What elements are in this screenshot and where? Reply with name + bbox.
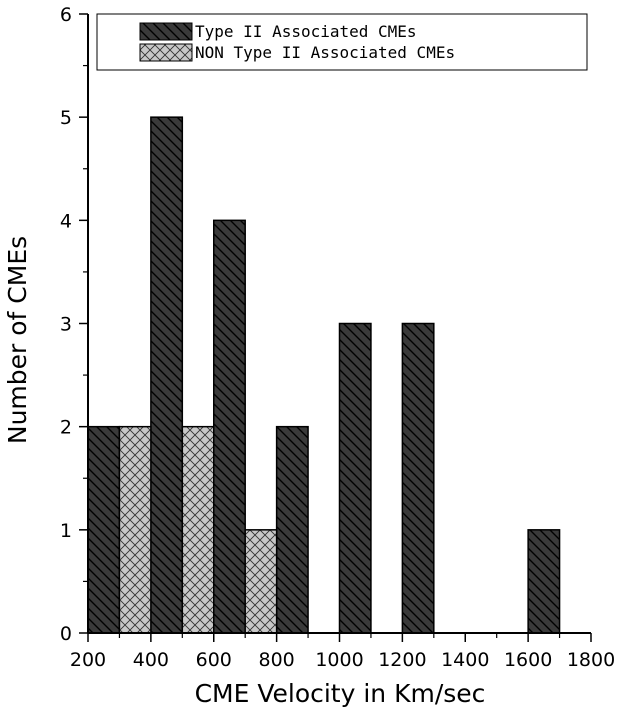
- x-tick-label: 1800: [567, 649, 615, 671]
- x-tick-label: 600: [196, 649, 232, 671]
- y-tick-label: 0: [60, 623, 72, 645]
- x-tick-label: 800: [258, 649, 294, 671]
- bar-type-ii-400: [150, 116, 184, 634]
- bar-type-ii-200: [87, 425, 121, 634]
- bar-type-ii-600: [213, 219, 246, 634]
- bar-non-type-ii-500: [181, 425, 215, 634]
- x-tick-label: 1200: [378, 649, 426, 671]
- y-tick-label: 4: [60, 210, 72, 232]
- y-tick-label: 2: [60, 417, 72, 439]
- legend-label-type-ii: Type II Associated CMEs: [195, 22, 417, 41]
- x-axis-title: CME Velocity in Km/sec: [195, 679, 486, 708]
- x-ticks: 200 400 600 800 1000 1200 1400 1600 1800: [70, 633, 615, 671]
- x-tick-label: 1600: [504, 649, 552, 671]
- y-tick-label: 5: [60, 107, 72, 129]
- x-tick-label: 200: [70, 649, 106, 671]
- y-tick-label: 1: [60, 520, 72, 542]
- bar-non-type-ii-300: [118, 425, 152, 634]
- x-tick-label: 400: [133, 649, 169, 671]
- y-tick-label: 3: [60, 314, 72, 336]
- y-ticks: 0 1 2 3 4 5 6: [60, 4, 88, 645]
- x-tick-label: 1400: [441, 649, 489, 671]
- bar-non-type-ii-700: [244, 529, 278, 634]
- y-axis-title: Number of CMEs: [3, 236, 32, 444]
- bar-type-ii-800: [275, 425, 309, 634]
- bar-type-ii-1200: [401, 322, 435, 634]
- bar-type-ii-1000: [338, 322, 372, 634]
- legend-swatch-type-ii: [139, 22, 193, 41]
- x-tick-label: 1000: [315, 649, 363, 671]
- legend-label-non-type-ii: NON Type II Associated CMEs: [195, 43, 455, 62]
- legend-swatch-non-type-ii: [139, 43, 193, 62]
- bars-layer: [87, 116, 561, 634]
- bar-type-ii-1600: [527, 529, 561, 634]
- y-tick-label: 6: [60, 4, 72, 26]
- legend: Type II Associated CMEs NON Type II Asso…: [96, 13, 588, 71]
